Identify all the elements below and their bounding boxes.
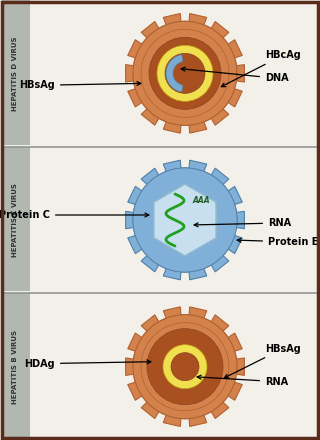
Text: HBcAg: HBcAg	[221, 50, 301, 87]
Text: Protein E: Protein E	[237, 237, 318, 247]
Text: Protein C: Protein C	[0, 210, 149, 220]
Circle shape	[163, 345, 207, 389]
Circle shape	[171, 353, 199, 381]
Text: HBsAg: HBsAg	[19, 81, 141, 90]
Circle shape	[147, 329, 223, 405]
Text: RNA: RNA	[197, 375, 288, 387]
Circle shape	[141, 323, 229, 411]
Text: DNA: DNA	[181, 67, 289, 83]
Circle shape	[141, 29, 229, 117]
Polygon shape	[126, 307, 244, 426]
FancyBboxPatch shape	[2, 293, 30, 438]
FancyBboxPatch shape	[2, 0, 30, 145]
Circle shape	[165, 53, 205, 93]
Polygon shape	[126, 160, 244, 280]
Polygon shape	[154, 184, 216, 256]
Text: HEPATITIS C VIRUS: HEPATITIS C VIRUS	[12, 183, 18, 257]
Text: AAA: AAA	[192, 195, 210, 205]
FancyBboxPatch shape	[2, 147, 30, 291]
Text: HBsAg: HBsAg	[224, 344, 301, 378]
Text: HEPATITIS B VIRUS: HEPATITIS B VIRUS	[12, 330, 18, 403]
Polygon shape	[133, 315, 237, 419]
Circle shape	[157, 45, 213, 101]
Text: RNA: RNA	[194, 218, 291, 228]
Polygon shape	[126, 14, 244, 133]
Circle shape	[149, 37, 221, 109]
Polygon shape	[133, 21, 237, 125]
Text: HDAg: HDAg	[24, 359, 151, 369]
Circle shape	[133, 168, 237, 272]
Polygon shape	[133, 168, 237, 272]
Text: HEPATITIS D VIRUS: HEPATITIS D VIRUS	[12, 36, 18, 110]
Wedge shape	[166, 55, 183, 92]
